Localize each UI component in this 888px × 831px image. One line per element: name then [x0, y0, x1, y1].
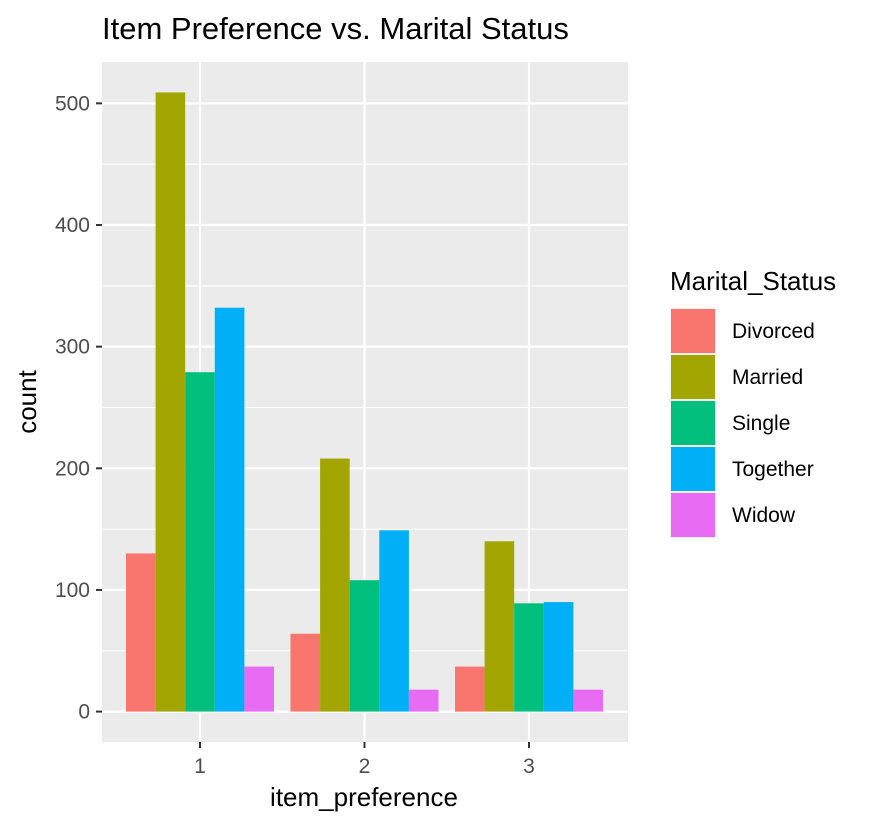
chart-title: Item Preference vs. Marital Status [102, 11, 569, 46]
x-tick-label: 3 [523, 755, 535, 778]
legend-title: Marital_Status [670, 266, 836, 296]
bars [126, 92, 603, 712]
bar-divorced-1 [126, 553, 156, 712]
bar-widow-2 [408, 689, 439, 712]
legend-label-divorced: Divorced [732, 320, 815, 343]
bar-married-1 [155, 92, 186, 712]
y-tick-label: 200 [55, 457, 90, 480]
bar-divorced-2 [290, 633, 321, 712]
bar-together-3 [543, 602, 574, 712]
bar-widow-3 [573, 689, 603, 712]
y-tick-label: 0 [78, 701, 90, 724]
bar-single-2 [349, 580, 380, 712]
x-axis: 1 2 3 [194, 742, 535, 778]
legend-swatch-divorced [671, 309, 715, 353]
legend-label-single: Single [732, 412, 790, 435]
y-tick-label: 500 [55, 92, 90, 115]
bar-widow-1 [244, 666, 274, 712]
y-tick-label: 100 [55, 579, 90, 602]
legend: Marital_Status Divorced Married Single Toge… [670, 266, 836, 538]
bar-married-2 [320, 458, 350, 712]
legend-swatch-single [671, 401, 715, 445]
legend-swatch-widow [671, 493, 715, 537]
legend-label-widow: Widow [732, 504, 796, 527]
y-axis-title: count [12, 369, 42, 433]
bar-divorced-3 [455, 666, 485, 712]
y-tick-label: 400 [55, 214, 90, 237]
bar-single-1 [185, 372, 215, 712]
legend-swatch-married [671, 355, 715, 399]
legend-label-together: Together [732, 458, 814, 481]
bar-together-1 [214, 307, 245, 712]
y-axis: 0 100 200 300 400 500 [55, 92, 102, 724]
x-tick-label: 1 [194, 755, 206, 778]
x-tick-label: 2 [359, 755, 371, 778]
x-axis-title: item_preference [270, 782, 458, 812]
legend-label-married: Married [732, 366, 803, 389]
bar-married-3 [484, 541, 515, 712]
bar-single-3 [514, 603, 544, 712]
bar-together-2 [379, 530, 409, 712]
legend-swatch-together [671, 447, 715, 491]
y-tick-label: 300 [55, 336, 90, 359]
